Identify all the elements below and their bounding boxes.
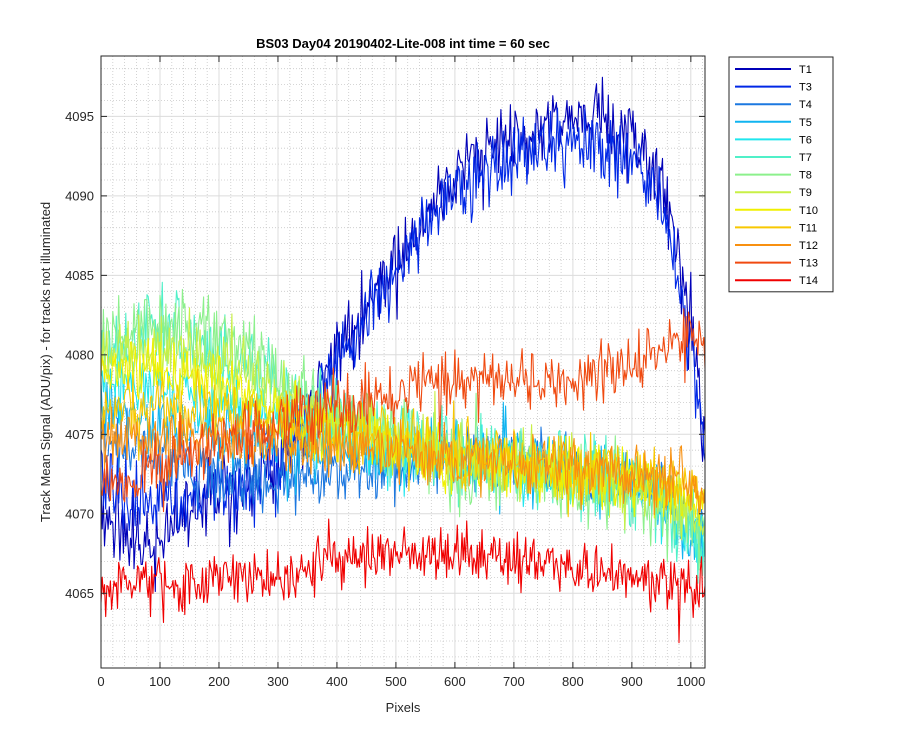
x-tick-label: 200 bbox=[208, 674, 230, 689]
legend-label-T5: T5 bbox=[799, 117, 812, 129]
legend-label-T6: T6 bbox=[799, 134, 812, 146]
legend-label-T8: T8 bbox=[799, 170, 812, 182]
x-tick-label: 300 bbox=[267, 674, 289, 689]
x-tick-label: 600 bbox=[444, 674, 466, 689]
series-line-T9 bbox=[101, 307, 705, 541]
legend: T1 T3 T4 T5 T6 T7 T8 T9 T10 T11 T12 T13 T14 bbox=[728, 56, 834, 293]
chart-title: BS03 Day04 20190402-Lite-008 int time = … bbox=[256, 36, 550, 51]
legend-label-T12: T12 bbox=[799, 240, 818, 252]
y-tick-label: 4065 bbox=[65, 586, 94, 601]
legend-label-T14: T14 bbox=[799, 275, 818, 287]
x-tick-label: 100 bbox=[149, 674, 171, 689]
series-line-T10 bbox=[101, 337, 705, 527]
legend-label-T13: T13 bbox=[799, 258, 818, 270]
legend-label-T11: T11 bbox=[799, 222, 817, 234]
y-tick-label: 4080 bbox=[65, 347, 94, 362]
series-line-T3 bbox=[101, 107, 705, 533]
legend-label-T4: T4 bbox=[799, 99, 812, 111]
series-line-T14 bbox=[101, 518, 705, 644]
y-tick-label: 4090 bbox=[65, 188, 94, 203]
y-tick-label: 4075 bbox=[65, 427, 94, 442]
x-tick-label: 800 bbox=[562, 674, 584, 689]
x-tick-label: 0 bbox=[97, 674, 104, 689]
legend-label-T1: T1 bbox=[799, 64, 812, 76]
x-tick-label: 500 bbox=[385, 674, 407, 689]
axis-ticks: 0 100 200 300 400 500 600 700 800 900 1000 4065 4070… bbox=[65, 56, 705, 689]
plot-frame bbox=[100, 55, 706, 669]
legend-label-T7: T7 bbox=[799, 152, 812, 164]
x-tick-label: 1000 bbox=[676, 674, 705, 689]
series-line-T12 bbox=[101, 406, 705, 516]
x-tick-label: 900 bbox=[621, 674, 643, 689]
y-axis-label: Track Mean Signal (ADU/pix) - for tracks… bbox=[38, 202, 53, 522]
x-tick-label: 400 bbox=[326, 674, 348, 689]
legend-label-T10: T10 bbox=[799, 205, 818, 217]
y-tick-label: 4095 bbox=[65, 109, 94, 124]
legend-label-T9: T9 bbox=[799, 187, 812, 199]
series-line-T1 bbox=[101, 76, 705, 593]
x-axis-label: Pixels bbox=[386, 700, 421, 715]
series-lines bbox=[101, 76, 705, 644]
y-tick-label: 4070 bbox=[65, 506, 94, 521]
series-line-T13 bbox=[101, 308, 705, 513]
y-tick-label: 4085 bbox=[65, 268, 94, 283]
x-tick-label: 700 bbox=[503, 674, 525, 689]
legend-label-T3: T3 bbox=[799, 82, 812, 94]
